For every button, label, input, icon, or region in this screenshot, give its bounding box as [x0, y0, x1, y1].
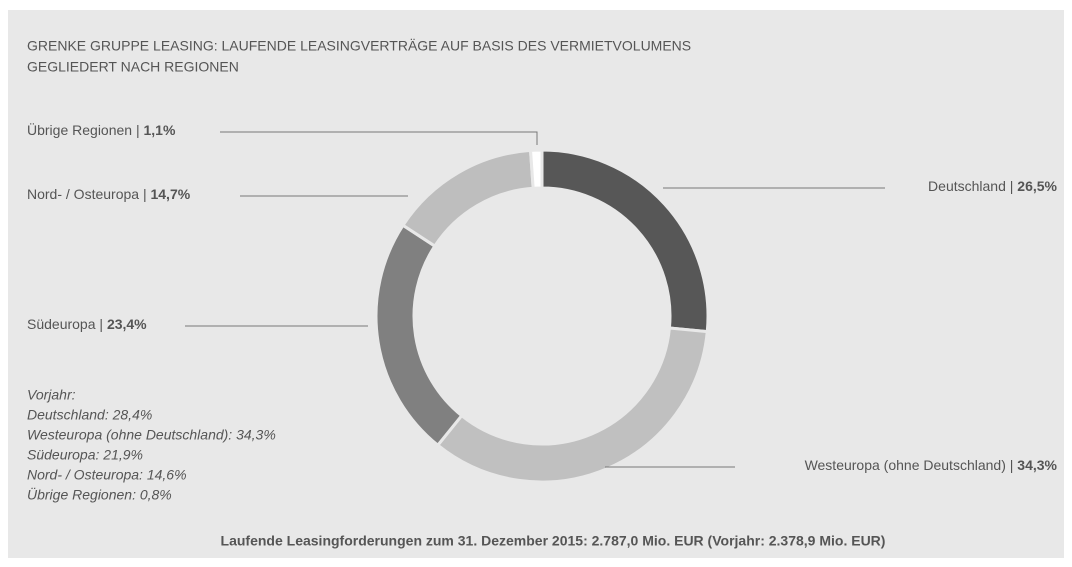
- value-label: 14,7%: [150, 186, 190, 202]
- annotation: Vorjahr:: [27, 387, 76, 403]
- slice-label: Westeuropa (ohne Deutschland) | 34,3%: [805, 457, 1058, 473]
- caption: Laufende Leasingforderungen zum 31. Deze…: [221, 533, 886, 549]
- value-label: 26,5%: [1017, 178, 1057, 194]
- slice-label: Südeuropa | 23,4%: [27, 316, 147, 332]
- label-name: Übrige Regionen: [27, 121, 132, 138]
- annotation: Westeuropa (ohne Deutschland): 34,3%: [27, 427, 276, 443]
- chart-subtitle: GEGLIEDERT NACH REGIONEN: [27, 59, 239, 75]
- label-name: Westeuropa (ohne Deutschland): [805, 457, 1006, 473]
- value-label: 23,4%: [107, 316, 147, 332]
- label-separator: |: [139, 186, 150, 202]
- label-separator: |: [1006, 457, 1017, 473]
- label-name: Nord- / Osteuropa: [27, 186, 139, 202]
- label-separator: |: [132, 122, 143, 138]
- slice-label: Übrige Regionen | 1,1%: [27, 121, 176, 138]
- leader-line: [220, 131, 538, 145]
- slice: [528, 148, 544, 190]
- slice-label: Nord- / Osteuropa | 14,7%: [27, 186, 191, 202]
- annotation: Deutschland: 28,4%: [27, 407, 152, 423]
- annotation: Südeuropa: 21,9%: [27, 447, 143, 463]
- slice-label: Deutschland | 26,5%: [928, 178, 1057, 194]
- label-name: Südeuropa: [27, 316, 96, 332]
- annotation: Übrige Regionen: 0,8%: [27, 486, 172, 503]
- chart-title: GRENKE GRUPPE LEASING: LAUFENDE LEASINGV…: [27, 38, 691, 54]
- annotation: Nord- / Osteuropa: 14,6%: [27, 467, 187, 483]
- value-label: 34,3%: [1017, 457, 1057, 473]
- label-name: Deutschland: [928, 178, 1006, 194]
- label-separator: |: [1006, 178, 1017, 194]
- value-label: 1,1%: [144, 122, 176, 138]
- label-separator: |: [96, 316, 107, 332]
